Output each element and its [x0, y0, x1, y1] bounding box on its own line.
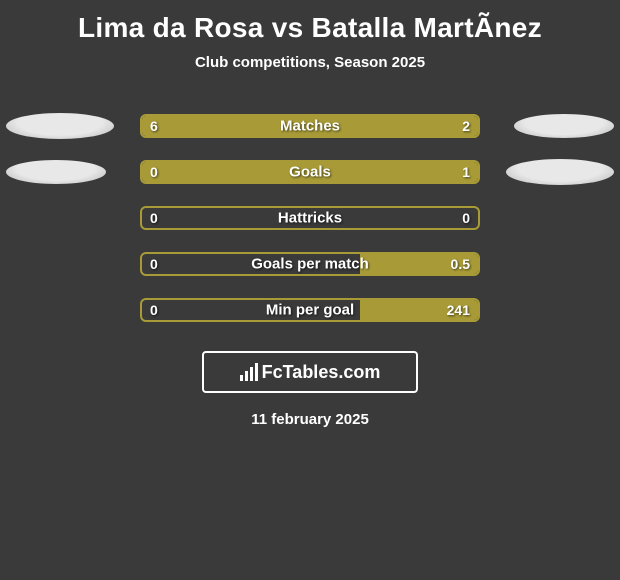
stat-row: 6 Matches 2 [0, 103, 620, 149]
bar-track: 6 Matches 2 [140, 114, 480, 138]
bar-track: 0 Goals per match 0.5 [140, 252, 480, 276]
stat-label: Matches [280, 118, 340, 135]
stat-row: 0 Min per goal 241 [0, 287, 620, 333]
stat-right-value: 0.5 [451, 256, 470, 272]
stat-right-value: 2 [462, 118, 470, 134]
stat-left-value: 6 [150, 118, 158, 134]
chart-area: 6 Matches 2 0 Goals 1 0 Hattricks [0, 103, 620, 333]
date-label: 11 february 2025 [0, 411, 620, 428]
left-ellipse-icon [6, 160, 106, 184]
bar-chart-icon [240, 363, 258, 381]
stat-left-value: 0 [150, 164, 158, 180]
bar-track: 0 Goals 1 [140, 160, 480, 184]
brand-text: FcTables.com [262, 362, 381, 383]
stat-row: 0 Hattricks 0 [0, 195, 620, 241]
stat-label: Hattricks [278, 210, 342, 227]
stat-right-value: 241 [447, 302, 470, 318]
stat-label: Min per goal [266, 302, 354, 319]
stat-right-value: 0 [462, 210, 470, 226]
stat-right-value: 1 [462, 164, 470, 180]
left-ellipse-icon [6, 113, 114, 139]
stat-label: Goals per match [251, 256, 369, 273]
stat-label: Goals [289, 164, 331, 181]
brand-box[interactable]: FcTables.com [202, 351, 418, 393]
stat-row: 0 Goals 1 [0, 149, 620, 195]
stat-left-value: 0 [150, 256, 158, 272]
right-ellipse-icon [514, 114, 614, 138]
right-ellipse-icon [506, 159, 614, 185]
stat-row: 0 Goals per match 0.5 [0, 241, 620, 287]
bar-fill-left [142, 116, 394, 136]
bar-track: 0 Hattricks 0 [140, 206, 480, 230]
comparison-card: Lima da Rosa vs Batalla MartÃ­nez Club c… [0, 0, 620, 428]
page-title: Lima da Rosa vs Batalla MartÃ­nez [0, 12, 620, 44]
subtitle: Club competitions, Season 2025 [0, 54, 620, 71]
bar-track: 0 Min per goal 241 [140, 298, 480, 322]
bar-fill-right [209, 162, 478, 182]
stat-left-value: 0 [150, 302, 158, 318]
stat-left-value: 0 [150, 210, 158, 226]
